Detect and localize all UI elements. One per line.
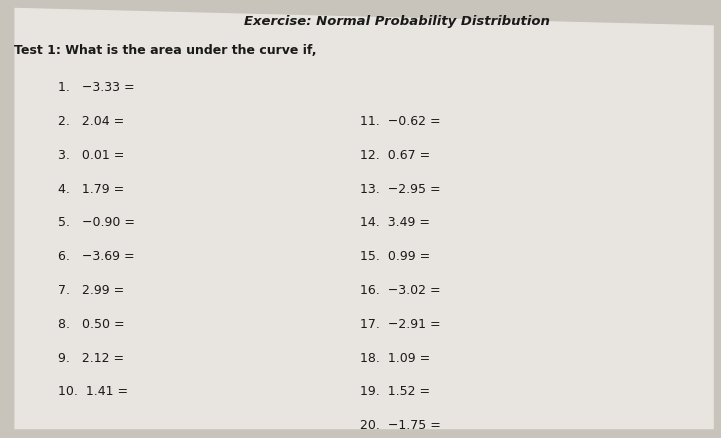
Text: 8.   0.50 =: 8. 0.50 = bbox=[58, 317, 124, 330]
Text: 16.  −3.02 =: 16. −3.02 = bbox=[360, 283, 441, 297]
Text: 19.  1.52 =: 19. 1.52 = bbox=[360, 385, 430, 398]
Text: 13.  −2.95 =: 13. −2.95 = bbox=[360, 182, 441, 195]
Text: Test 1: What is the area under the curve if,: Test 1: What is the area under the curve… bbox=[14, 44, 317, 57]
Text: 20.  −1.75 =: 20. −1.75 = bbox=[360, 418, 441, 431]
Text: 11.  −0.62 =: 11. −0.62 = bbox=[360, 115, 441, 128]
Text: 15.  0.99 =: 15. 0.99 = bbox=[360, 250, 430, 263]
Polygon shape bbox=[14, 9, 714, 429]
Text: 3.   0.01 =: 3. 0.01 = bbox=[58, 148, 124, 162]
Text: 4.   1.79 =: 4. 1.79 = bbox=[58, 182, 124, 195]
Text: 14.  3.49 =: 14. 3.49 = bbox=[360, 216, 430, 229]
Text: Exercise: Normal Probability Distribution: Exercise: Normal Probability Distributio… bbox=[244, 15, 549, 28]
Text: 1.   −3.33 =: 1. −3.33 = bbox=[58, 81, 134, 94]
Text: 17.  −2.91 =: 17. −2.91 = bbox=[360, 317, 441, 330]
Text: 18.  1.09 =: 18. 1.09 = bbox=[360, 351, 430, 364]
Text: 6.   −3.69 =: 6. −3.69 = bbox=[58, 250, 134, 263]
Text: 9.   2.12 =: 9. 2.12 = bbox=[58, 351, 124, 364]
Text: 5.   −0.90 =: 5. −0.90 = bbox=[58, 216, 135, 229]
Text: 10.  1.41 =: 10. 1.41 = bbox=[58, 385, 128, 398]
Text: 7.   2.99 =: 7. 2.99 = bbox=[58, 283, 124, 297]
Text: 2.   2.04 =: 2. 2.04 = bbox=[58, 115, 124, 128]
Text: 12.  0.67 =: 12. 0.67 = bbox=[360, 148, 430, 162]
